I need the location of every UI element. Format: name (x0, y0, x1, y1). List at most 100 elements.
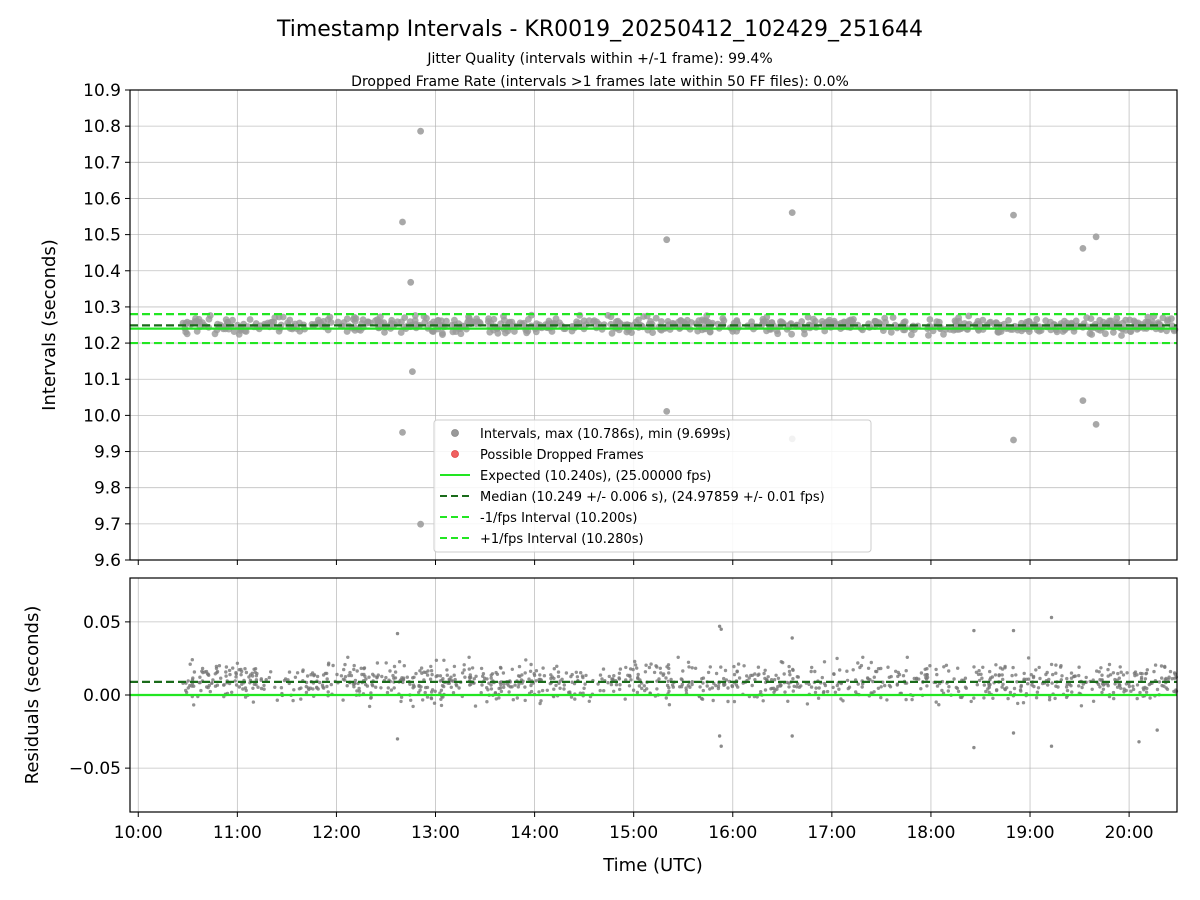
residuals-point (527, 677, 531, 681)
residuals-point (419, 666, 424, 670)
residuals-point (1069, 671, 1074, 675)
legend-label-expected: Expected (10.240s), (25.00000 fps) (480, 469, 711, 484)
residuals-point (355, 669, 359, 673)
intervals-point (1033, 315, 1041, 323)
residuals-point (690, 680, 694, 684)
intervals-point (558, 322, 565, 329)
residuals-point (904, 697, 908, 702)
residuals-point (1046, 683, 1050, 687)
residuals-y-ticks: −0.05 0.00 0.05 (69, 613, 130, 779)
residuals-point (1077, 665, 1081, 669)
residuals-point (499, 686, 503, 690)
x-tick-label-3: 13:00 (411, 823, 460, 843)
residuals-point (1034, 696, 1039, 700)
residuals-point (1168, 669, 1173, 674)
residuals-point (486, 688, 490, 692)
intervals-point (933, 318, 941, 325)
residuals-point (667, 671, 671, 675)
residuals-point (259, 686, 264, 691)
residuals-point (392, 686, 396, 690)
residuals-point (205, 685, 209, 689)
residuals-point (1064, 695, 1069, 700)
residuals-point (923, 667, 927, 671)
residuals-point (984, 689, 988, 694)
intervals-point (798, 318, 806, 325)
residuals-point (513, 683, 517, 687)
residuals-point (315, 674, 320, 679)
x-tick-label-6: 16:00 (708, 823, 757, 843)
residuals-point (659, 671, 663, 675)
residuals-point (357, 689, 362, 693)
residuals-point (1111, 671, 1116, 675)
residuals-point (489, 673, 493, 677)
intervals-point (810, 315, 817, 323)
residuals-point (244, 670, 249, 675)
residuals-point (558, 686, 562, 690)
residuals-point (759, 690, 763, 694)
residuals-point (700, 677, 704, 681)
residuals-point (499, 689, 504, 694)
residuals-point (237, 685, 241, 689)
residuals-point (822, 681, 827, 686)
residuals-outlier-7 (790, 734, 794, 738)
residuals-point (640, 686, 644, 691)
residuals-point (736, 662, 741, 666)
residuals-point (795, 675, 799, 679)
x-tick-label-4: 14:00 (510, 823, 559, 843)
residuals-outlier-6 (790, 636, 794, 640)
residuals-point (856, 682, 860, 686)
residuals-point (538, 673, 542, 677)
residuals-point (1117, 676, 1122, 680)
residuals-point (275, 698, 279, 702)
residuals-point (732, 664, 736, 669)
residuals-point (391, 673, 395, 678)
intervals-y-tick-label-5: 10.1 (83, 370, 121, 390)
intervals-point (677, 317, 684, 324)
residuals-point (937, 703, 941, 707)
residuals-point (956, 689, 961, 694)
residuals-point (762, 671, 766, 676)
residuals-point (670, 683, 675, 687)
residuals-point (1059, 664, 1063, 668)
intervals-point (211, 330, 219, 338)
residuals-outlier-5 (719, 744, 723, 748)
residuals-point (379, 686, 383, 690)
residuals-point (200, 669, 204, 673)
residuals-point (1024, 677, 1029, 681)
residuals-point (645, 687, 649, 691)
residuals-point (598, 673, 603, 677)
intervals-point (196, 319, 204, 326)
residuals-point (974, 670, 979, 674)
residuals-point (510, 667, 514, 671)
legend-swatch-intervals (451, 429, 459, 437)
residuals-point (1006, 696, 1010, 701)
residuals-y-tick-label-0: −0.05 (69, 759, 121, 779)
residuals-point (1119, 686, 1123, 690)
residuals-point (658, 666, 662, 670)
residuals-point (617, 677, 622, 681)
residuals-point (474, 674, 478, 678)
residuals-point (1145, 668, 1150, 672)
residuals-point (628, 667, 633, 671)
intervals-point (698, 316, 706, 324)
residuals-point (375, 675, 379, 679)
residuals-point (367, 704, 372, 709)
residuals-point (960, 695, 964, 700)
intervals-point (451, 316, 458, 324)
residuals-point (770, 686, 774, 691)
residuals-point (776, 684, 780, 689)
residuals-point (355, 689, 359, 693)
residuals-point (442, 658, 446, 662)
residuals-point (451, 691, 456, 695)
residuals-point (810, 665, 814, 670)
residuals-point (791, 667, 795, 672)
residuals-outlier-8 (972, 628, 976, 633)
residuals-y-axis-label: Residuals (seconds) (22, 606, 43, 785)
residuals-reference-lines (130, 680, 1177, 697)
intervals-point (1025, 318, 1033, 325)
intervals-point (486, 328, 494, 336)
intervals-reference-lines (130, 313, 1177, 345)
residuals-point (997, 673, 1001, 677)
intervals-point (327, 319, 335, 326)
residuals-point (295, 671, 300, 675)
